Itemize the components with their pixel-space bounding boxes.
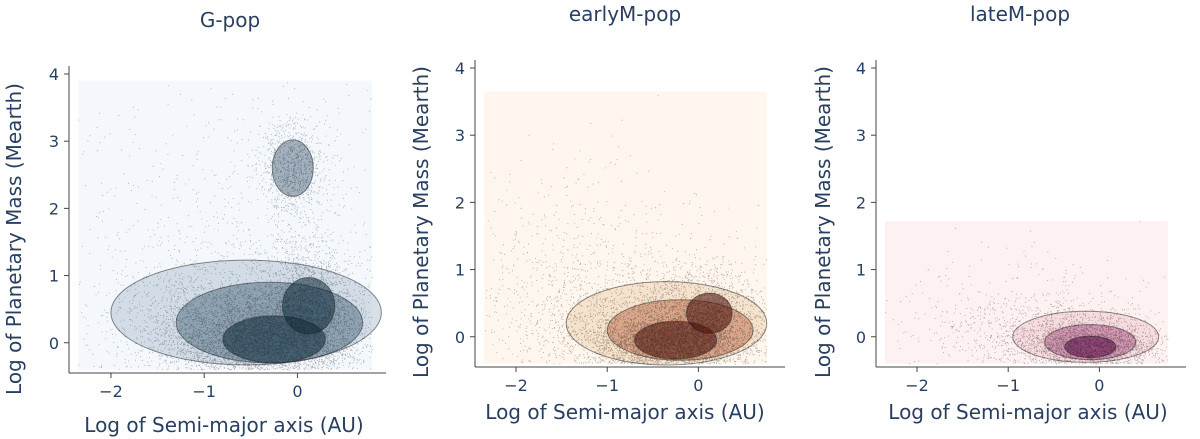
y-tick-label: 2: [856, 193, 866, 212]
y-tick-label: 3: [455, 126, 465, 145]
scatter-mark: [78, 82, 373, 371]
y-tick-label: 3: [856, 126, 866, 145]
x-tick-label: 0: [1094, 376, 1104, 395]
y-axis-title: Log of Planetary Mass (Mearth): [2, 83, 26, 395]
y-tick-label: 2: [49, 199, 59, 218]
y-tick-label: 0: [455, 328, 465, 347]
panel-g-pop: G-pop Log of Semi-major axis (AU) Log of…: [2, 8, 386, 437]
panel-earlym-pop: earlyM-pop Log of Semi-major axis (AU) L…: [409, 2, 785, 424]
x-axis-title: Log of Semi-major axis (AU): [485, 400, 764, 424]
scatter-mark: [484, 95, 767, 365]
scatter-points: [885, 221, 1169, 365]
chart-title: lateM-pop: [970, 2, 1070, 26]
density-contour: [271, 139, 314, 197]
x-tick-label: −1: [996, 376, 1020, 395]
y-tick-label: 4: [455, 59, 465, 78]
x-tick-label: 0: [292, 382, 302, 401]
x-tick-label: −2: [504, 376, 528, 395]
x-axis-title: Log of Semi-major axis (AU): [888, 400, 1167, 424]
y-tick-label: 4: [856, 59, 866, 78]
density-contour: [282, 277, 336, 335]
y-tick-label: 0: [856, 328, 866, 347]
y-tick-label: 1: [856, 261, 866, 280]
chart-title: earlyM-pop: [569, 2, 681, 26]
chart-title: G-pop: [200, 8, 260, 32]
scatter-points: [484, 95, 767, 365]
x-tick-label: −2: [99, 382, 123, 401]
y-axis-title: Log of Planetary Mass (Mearth): [409, 66, 433, 378]
y-tick-label: 1: [49, 267, 59, 286]
x-axis-title: Log of Semi-major axis (AU): [84, 413, 363, 437]
density-contour: [634, 320, 718, 360]
y-tick-label: 0: [49, 334, 59, 353]
density-contour: [686, 292, 733, 334]
x-tick-label: −1: [192, 382, 216, 401]
y-tick-label: 4: [49, 65, 59, 84]
x-tick-label: −1: [595, 376, 619, 395]
y-tick-label: 3: [49, 132, 59, 151]
x-tick-label: 0: [693, 376, 703, 395]
scatter-points: [78, 82, 373, 371]
scatter-mark: [885, 221, 1169, 365]
x-tick-label: −2: [905, 376, 929, 395]
y-tick-label: 1: [455, 261, 465, 280]
panel-latem-pop: lateM-pop Log of Semi-major axis (AU) Lo…: [811, 2, 1186, 424]
y-tick-label: 2: [455, 193, 465, 212]
y-axis-title: Log of Planetary Mass (Mearth): [811, 66, 835, 378]
density-contour: [1064, 335, 1117, 359]
